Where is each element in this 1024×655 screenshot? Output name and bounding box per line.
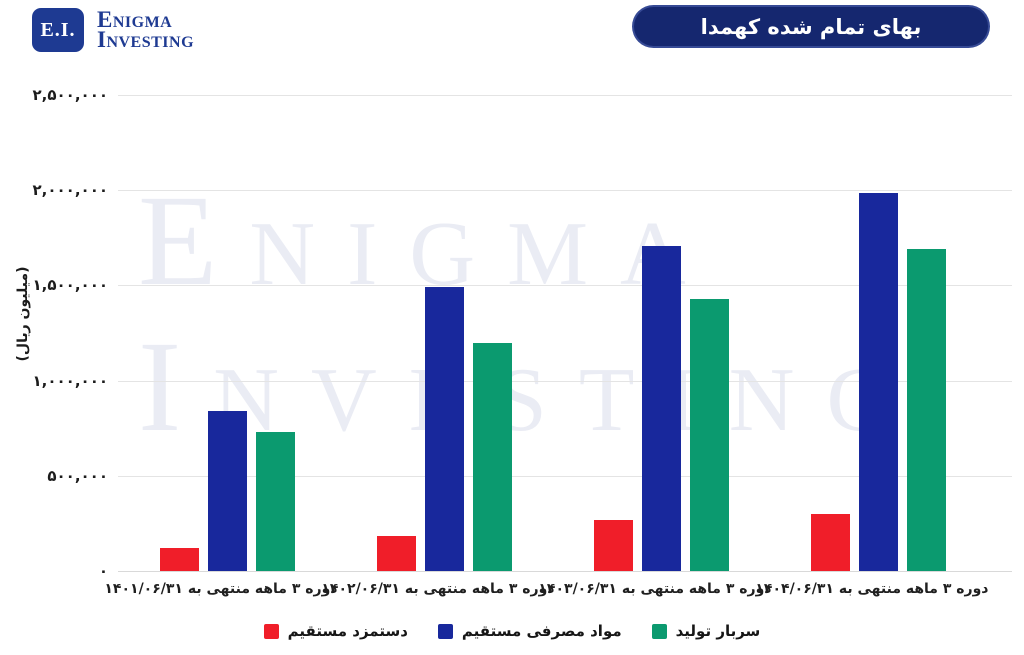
legend-swatch-icon xyxy=(437,623,453,639)
logo-wordmark: Enigma Investing xyxy=(97,7,195,52)
y-tick-label: ۲,۰۰۰,۰۰۰ xyxy=(32,181,108,200)
legend-label: دستمزد مستقیم xyxy=(287,622,408,640)
legend: دستمزد مستقیم مواد مصرفی مستقیم سربار تولی… xyxy=(0,622,1024,640)
legend-swatch-icon xyxy=(263,623,279,639)
bar-direct-materials xyxy=(642,246,681,571)
gridline xyxy=(118,571,1012,572)
logo-monogram: E.I. xyxy=(32,8,84,52)
y-tick-label: ۱,۵۰۰,۰۰۰ xyxy=(32,276,108,295)
logo-word-investing: Investing xyxy=(97,27,195,52)
bar-direct-wages xyxy=(594,519,633,571)
gridline xyxy=(118,190,1012,192)
y-axis-title: (میلیون ریال) xyxy=(15,266,31,362)
bar-production-overhead xyxy=(256,432,295,571)
watermark: Enigma Investing xyxy=(138,168,924,460)
x-tick-label: دوره ۳ ماهه منتهی به ۱۴۰۴/۰۶/۳۱ xyxy=(755,581,989,597)
y-tick-label: ۱,۰۰۰,۰۰۰ xyxy=(32,371,108,390)
legend-item: سربار تولید xyxy=(651,622,761,640)
bar-direct-wages xyxy=(160,548,199,571)
gridline xyxy=(118,475,1012,477)
gridline xyxy=(118,95,1012,96)
bar-direct-materials xyxy=(208,411,247,571)
legend-label: سربار تولید xyxy=(675,622,761,640)
bar-direct-materials xyxy=(425,287,464,571)
legend-label: مواد مصرفی مستقیم xyxy=(461,622,622,640)
y-tick-label: ۰ xyxy=(98,562,108,580)
enigma-logo: E.I. Enigma Investing xyxy=(32,8,194,52)
y-tick-label: ۲,۵۰۰,۰۰۰ xyxy=(32,86,108,104)
gridline xyxy=(118,380,1012,382)
y-tick-label: ۵۰۰,۰۰۰ xyxy=(47,466,108,485)
bar-direct-materials xyxy=(859,193,898,571)
bar-direct-wages xyxy=(811,513,850,571)
x-tick-label: دوره ۳ ماهه منتهی به ۱۴۰۲/۰۶/۳۱ xyxy=(321,581,555,597)
legend-item: دستمزد مستقیم xyxy=(263,622,408,640)
bar-production-overhead xyxy=(907,249,946,571)
bar-direct-wages xyxy=(377,535,416,571)
x-tick-label: دوره ۳ ماهه منتهی به ۱۴۰۳/۰۶/۳۱ xyxy=(538,581,772,597)
legend-swatch-icon xyxy=(651,623,667,639)
x-tick-label: دوره ۳ ماهه منتهی به ۱۴۰۱/۰۶/۳۱ xyxy=(104,581,338,597)
legend-item: مواد مصرفی مستقیم xyxy=(437,622,622,640)
bar-production-overhead xyxy=(473,342,512,571)
gridline xyxy=(118,285,1012,287)
logo-word-enigma: Enigma xyxy=(97,7,173,32)
chart-title-pill: بهای تمام شده کهمدا xyxy=(632,5,990,48)
bar-production-overhead xyxy=(690,298,729,571)
